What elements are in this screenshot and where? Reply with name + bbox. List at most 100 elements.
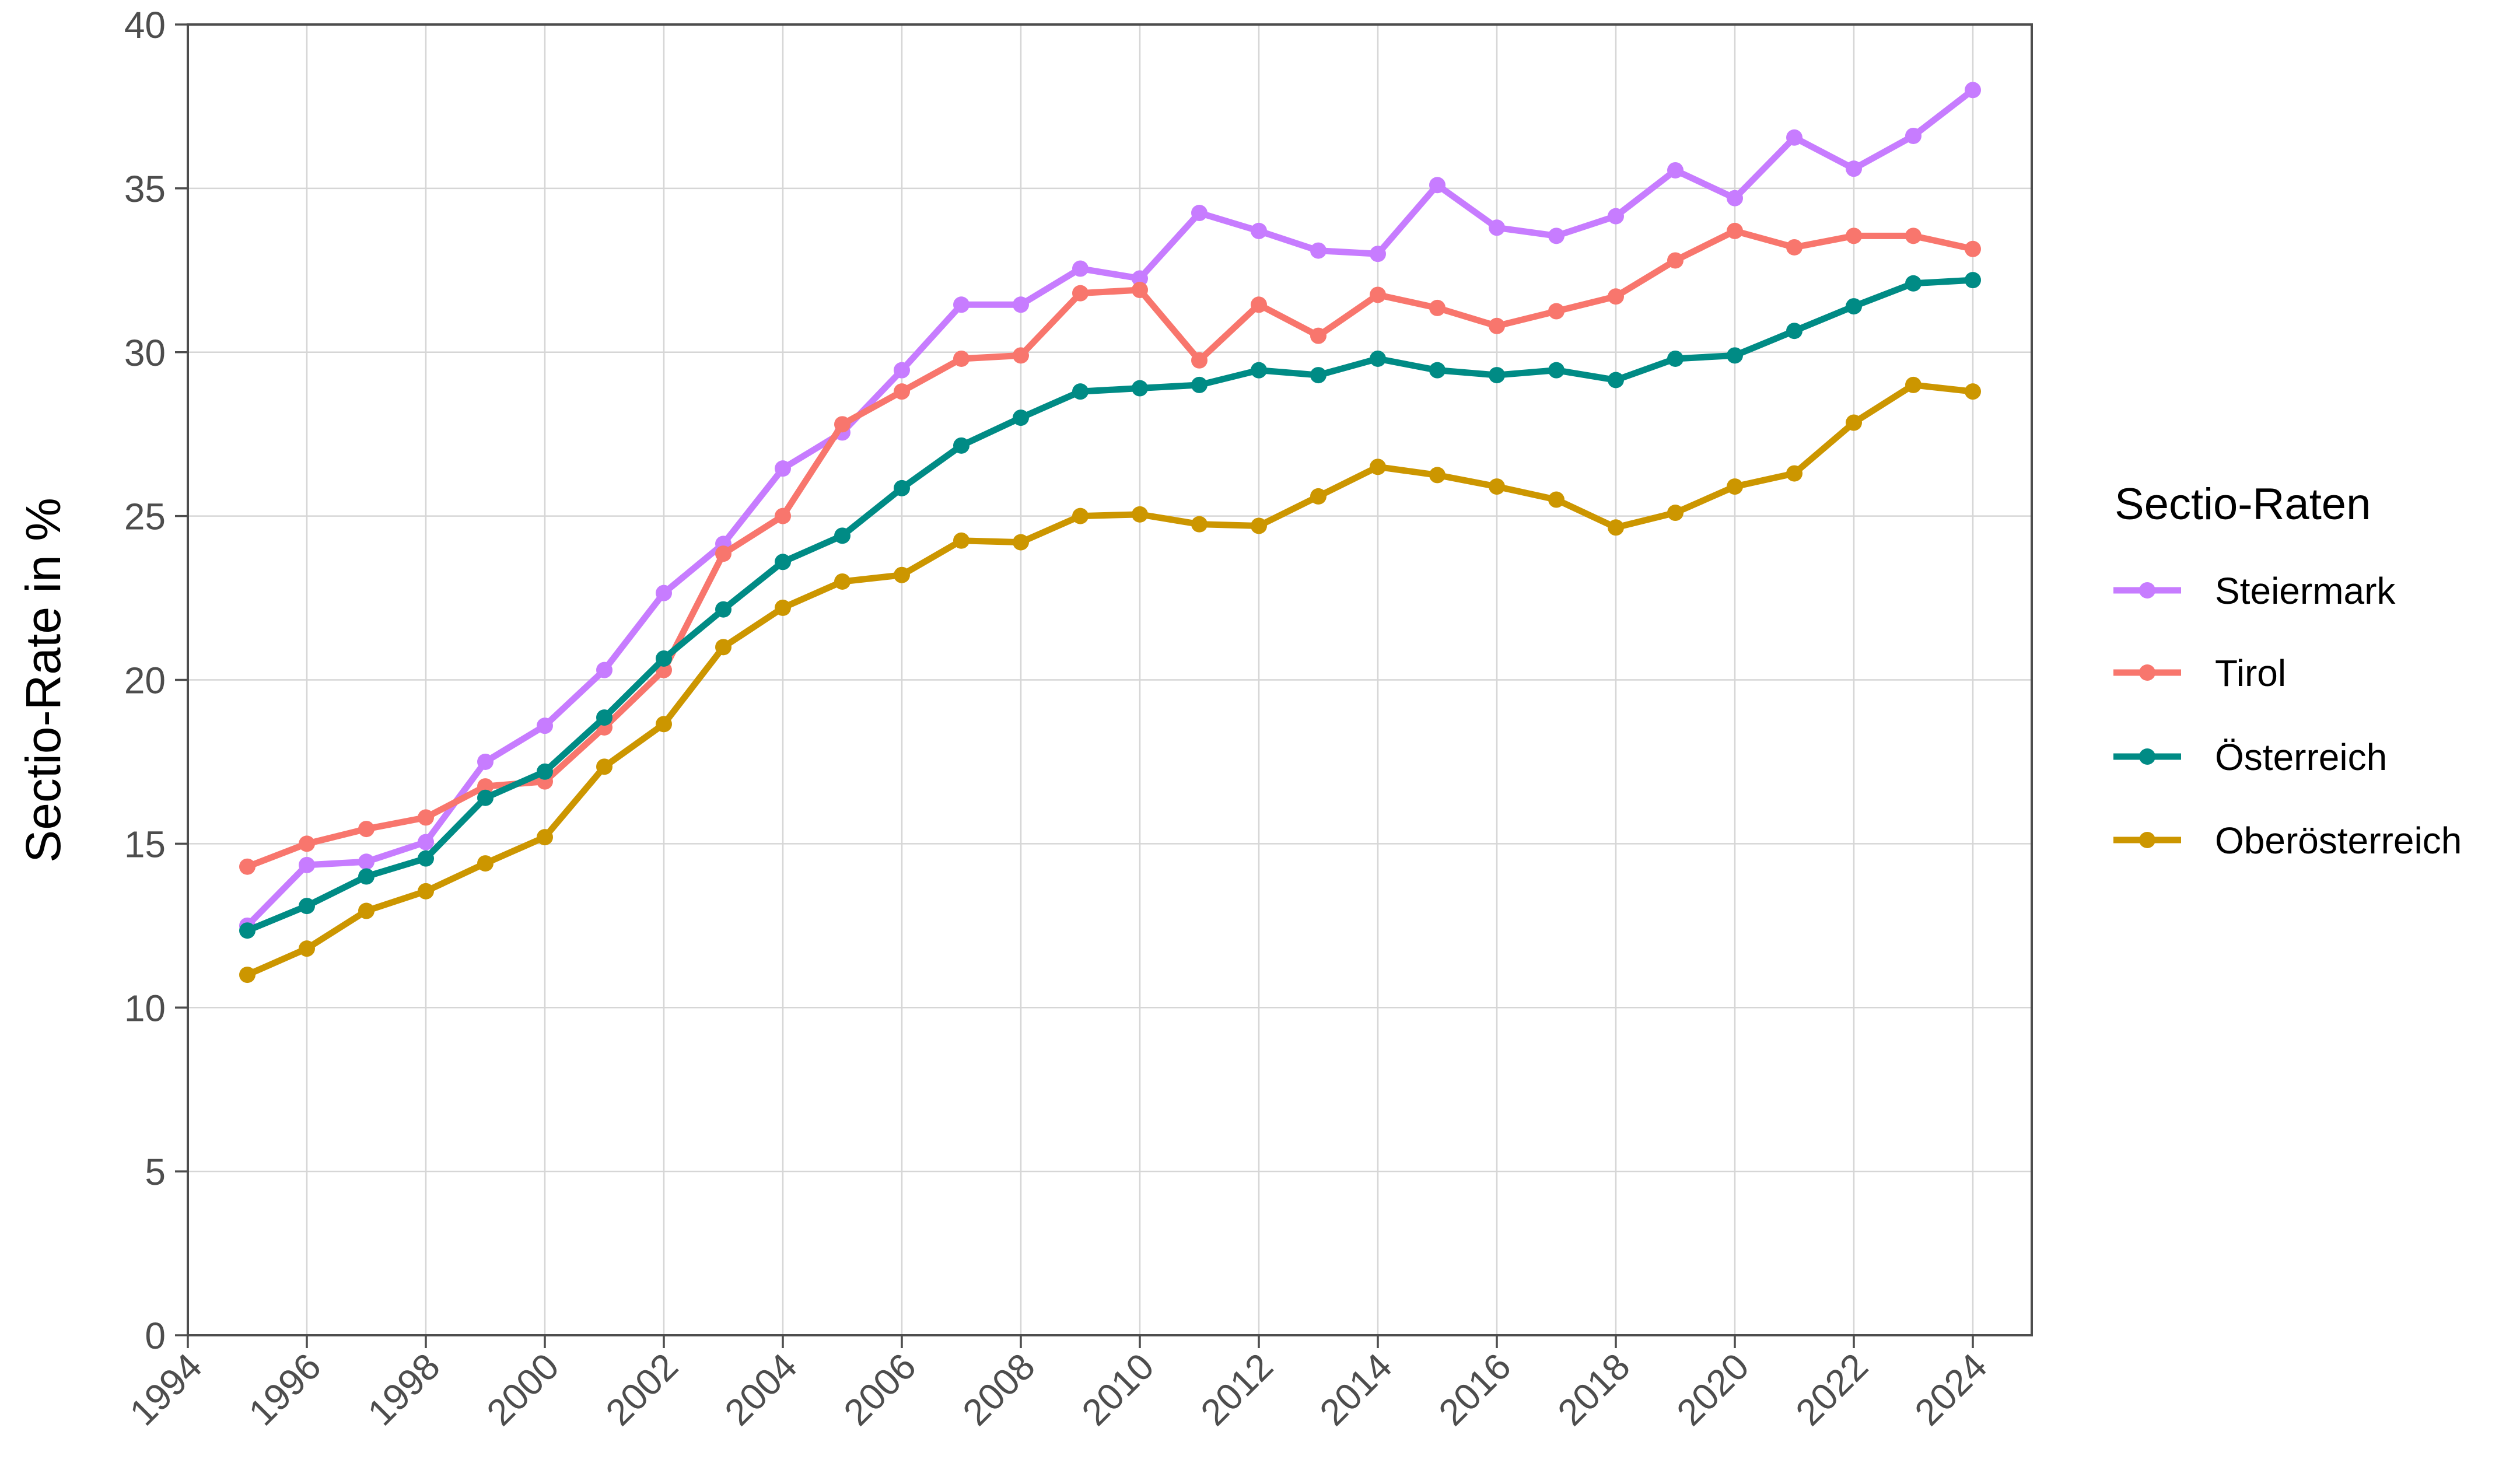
data-point	[715, 639, 732, 656]
data-point	[358, 902, 374, 919]
y-tick-label: 15	[124, 823, 166, 865]
series-steiermark	[239, 82, 1981, 934]
series-line	[244, 86, 1976, 929]
data-point	[1965, 82, 1981, 99]
data-point	[1727, 190, 1743, 206]
data-point	[894, 480, 910, 496]
legend-label: Oberösterreich	[2215, 820, 2462, 862]
data-point	[358, 821, 374, 838]
data-point	[1727, 347, 1743, 364]
legend-point-icon	[2139, 832, 2155, 848]
data-point	[299, 835, 315, 852]
data-point	[299, 898, 315, 915]
data-point	[1727, 478, 1743, 495]
data-point	[477, 753, 494, 770]
data-point	[1310, 327, 1326, 344]
data-point	[834, 527, 850, 544]
data-point	[1608, 288, 1624, 305]
legend-title: Sectio-Raten	[2115, 480, 2371, 529]
data-point	[537, 829, 553, 846]
data-point	[775, 508, 791, 524]
data-point	[477, 789, 494, 806]
data-point	[1132, 270, 1148, 287]
y-tick-label: 10	[124, 987, 166, 1029]
data-point	[1846, 160, 1862, 177]
data-point	[1013, 534, 1029, 551]
data-point	[953, 296, 970, 313]
data-point	[656, 584, 672, 601]
data-point	[418, 834, 434, 850]
data-point	[1251, 517, 1267, 534]
series-line	[244, 228, 1976, 870]
data-point	[715, 545, 732, 562]
legend-label: Steiermark	[2215, 570, 2396, 612]
data-point	[1489, 478, 1505, 495]
data-point	[715, 601, 732, 618]
data-point	[1191, 376, 1208, 393]
data-point	[239, 858, 256, 875]
legend-point-icon	[2139, 582, 2155, 598]
series-oberösterreich	[239, 376, 1981, 984]
y-axis: 0 5 10 15 20 25 30 35 40	[124, 4, 188, 1357]
data-point	[1548, 491, 1564, 508]
legend-item: Steiermark	[2113, 570, 2396, 612]
data-point	[1251, 222, 1267, 239]
data-point	[1608, 519, 1624, 536]
data-point	[1429, 177, 1446, 194]
y-tick-label: 0	[145, 1315, 166, 1357]
data-point	[656, 716, 672, 733]
y-tick-label: 25	[124, 496, 166, 538]
data-point	[1251, 362, 1267, 379]
data-point	[418, 850, 434, 867]
data-point	[1846, 228, 1862, 244]
y-tick-label: 5	[145, 1151, 166, 1193]
data-point	[1489, 317, 1505, 334]
data-point	[1548, 228, 1564, 244]
y-tick-label: 35	[124, 168, 166, 210]
data-point	[1310, 488, 1326, 505]
data-point	[1072, 508, 1088, 524]
data-point	[1786, 323, 1803, 340]
y-tick-label: 20	[124, 660, 166, 702]
data-point	[1191, 205, 1208, 222]
data-point	[834, 416, 850, 433]
gridlines	[187, 23, 2032, 1336]
legend-label: Österreich	[2215, 736, 2387, 778]
data-point	[775, 460, 791, 477]
y-tick-label: 40	[124, 4, 166, 46]
data-point	[596, 758, 612, 775]
data-point	[834, 573, 850, 590]
data-point	[1965, 383, 1981, 400]
legend-item: Österreich	[2113, 736, 2387, 778]
data-point	[1548, 362, 1564, 379]
data-point	[1548, 303, 1564, 320]
data-point	[894, 566, 910, 583]
data-point	[1370, 286, 1386, 303]
data-point	[775, 554, 791, 570]
data-point	[953, 350, 970, 367]
legend-item: Oberösterreich	[2113, 820, 2462, 862]
data-series	[239, 82, 1981, 984]
data-point	[596, 662, 612, 678]
data-point	[1429, 299, 1446, 316]
data-point	[1132, 282, 1148, 299]
data-point	[894, 383, 910, 400]
data-point	[596, 709, 612, 726]
data-point	[537, 718, 553, 734]
data-point	[1013, 296, 1029, 313]
legend-point-icon	[2139, 748, 2155, 765]
data-point	[1489, 367, 1505, 384]
data-point	[1072, 285, 1088, 302]
data-point	[1667, 350, 1684, 367]
data-point	[299, 856, 315, 873]
data-point	[1072, 383, 1088, 400]
legend-point-icon	[2139, 664, 2155, 681]
data-point	[1667, 505, 1684, 522]
data-point	[358, 868, 374, 885]
data-point	[1132, 380, 1148, 397]
data-point	[1965, 240, 1981, 257]
data-point	[1905, 275, 1922, 292]
data-point	[1786, 129, 1803, 146]
